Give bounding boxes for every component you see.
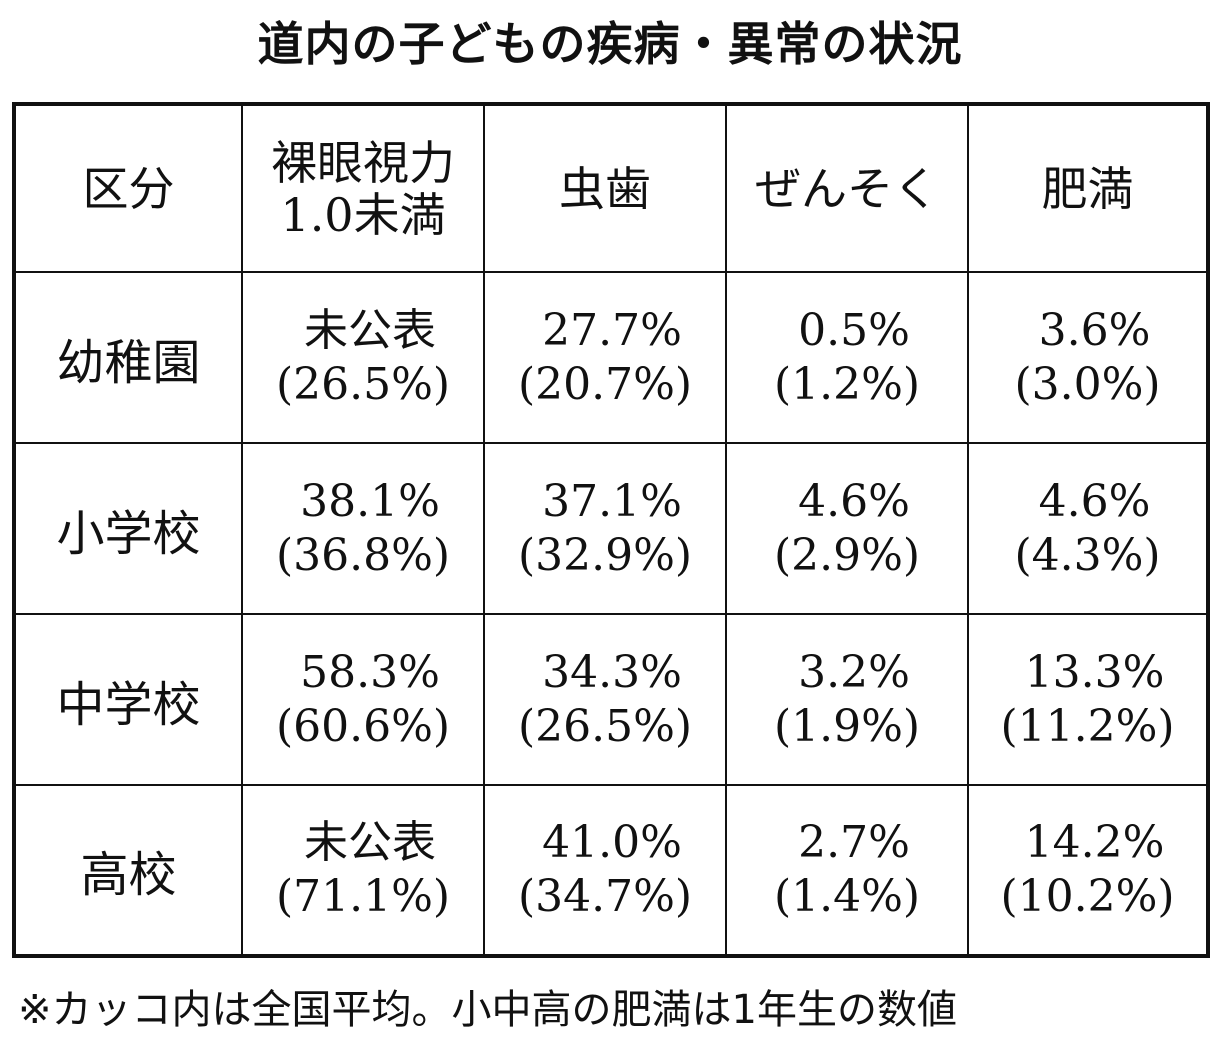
cell-national-average: (10.2%) — [1000, 871, 1175, 922]
cell-value: 58.3% — [300, 646, 440, 698]
header-category: 区分 — [13, 103, 243, 273]
cell-value: 27.7% — [542, 304, 682, 356]
cell-national-average: (1.9%) — [773, 700, 921, 752]
cell-obesity: 4.6% (4.3%) — [967, 442, 1209, 615]
header-asthma: ぜんそく — [725, 103, 969, 273]
cell-value: 38.1% — [300, 475, 440, 527]
cell-value: 3.2% — [798, 646, 910, 698]
cell-value: 未公表 — [304, 304, 436, 356]
table-row-junior-high: 中学校 58.3% (60.6%) 34.3% (26.5%) 3.2% (1.… — [13, 613, 1209, 786]
cell-national-average: (36.8%) — [275, 529, 451, 581]
cell-national-average: (60.6%) — [275, 700, 451, 752]
cell-asthma: 2.7% (1.4%) — [725, 784, 969, 957]
header-cavities: 虫歯 — [483, 103, 727, 273]
cell-cavities: 27.7% (20.7%) — [483, 271, 727, 444]
table-row-elementary: 小学校 38.1% (36.8%) 37.1% (32.9%) 4.6% (2.… — [13, 442, 1209, 615]
cell-value: 37.1% — [542, 475, 682, 527]
cell-national-average: (32.9%) — [517, 529, 693, 581]
cell-national-average: (3.0%) — [1014, 358, 1161, 410]
table-row-high-school: 高校 未公表 (71.1%) 41.0% (34.7%) 2.7% (1.4%)… — [13, 784, 1209, 957]
row-label: 高校 — [13, 784, 243, 957]
cell-obesity: 3.6% (3.0%) — [967, 271, 1209, 444]
cell-national-average: (1.2%) — [773, 358, 921, 410]
header-vision-line2: 1.0未満 — [280, 187, 446, 242]
header-obesity: 肥満 — [967, 103, 1209, 273]
cell-national-average: (4.3%) — [1014, 529, 1161, 581]
table-row-kindergarten: 幼稚園 未公表 (26.5%) 27.7% (20.7%) 0.5% (1.2%… — [13, 271, 1209, 444]
cell-value: 13.3% — [1024, 646, 1165, 698]
cell-national-average: (34.7%) — [517, 871, 693, 922]
cell-value: 34.3% — [542, 646, 682, 698]
cell-national-average: (2.9%) — [773, 529, 921, 581]
page-title: 道内の子どもの疾病・異常の状況 — [257, 17, 963, 71]
disease-status-table: 区分 裸眼視力 1.0未満 虫歯 ぜんそく 肥満 幼稚園 未公表 (26.5%)… — [12, 102, 1210, 958]
cell-national-average: (71.1%) — [275, 871, 451, 922]
cell-obesity: 14.2% (10.2%) — [967, 784, 1209, 957]
row-label: 中学校 — [13, 613, 243, 786]
cell-national-average: (11.2%) — [1000, 700, 1175, 752]
cell-vision: 38.1% (36.8%) — [241, 442, 485, 615]
cell-asthma: 4.6% (2.9%) — [725, 442, 969, 615]
cell-value: 2.7% — [798, 817, 910, 868]
cell-asthma: 3.2% (1.9%) — [725, 613, 969, 786]
cell-obesity: 13.3% (11.2%) — [967, 613, 1209, 786]
row-label: 小学校 — [13, 442, 243, 615]
cell-value: 0.5% — [798, 304, 910, 356]
header-vision-line1: 裸眼視力 — [271, 135, 455, 190]
cell-national-average: (26.5%) — [275, 358, 451, 410]
cell-cavities: 41.0% (34.7%) — [483, 784, 727, 957]
cell-cavities: 34.3% (26.5%) — [483, 613, 727, 786]
cell-national-average: (20.7%) — [517, 358, 693, 410]
header-vision: 裸眼視力 1.0未満 — [241, 103, 485, 273]
row-label: 幼稚園 — [13, 271, 243, 444]
cell-vision: 未公表 (71.1%) — [241, 784, 485, 957]
cell-value: 41.0% — [542, 817, 682, 868]
cell-vision: 未公表 (26.5%) — [241, 271, 485, 444]
cell-national-average: (1.4%) — [773, 871, 921, 922]
cell-value: 4.6% — [798, 475, 910, 527]
header-row: 区分 裸眼視力 1.0未満 虫歯 ぜんそく 肥満 — [13, 103, 1209, 273]
cell-value: 未公表 — [304, 817, 436, 868]
cell-national-average: (26.5%) — [517, 700, 693, 752]
cell-value: 14.2% — [1024, 817, 1165, 868]
cell-vision: 58.3% (60.6%) — [241, 613, 485, 786]
footnote: ※カッコ内は全国平均。小中高の肥満は1年生の数値 — [18, 987, 957, 1033]
cell-asthma: 0.5% (1.2%) — [725, 271, 969, 444]
cell-value: 3.6% — [1038, 304, 1151, 356]
cell-value: 4.6% — [1038, 475, 1151, 527]
cell-cavities: 37.1% (32.9%) — [483, 442, 727, 615]
